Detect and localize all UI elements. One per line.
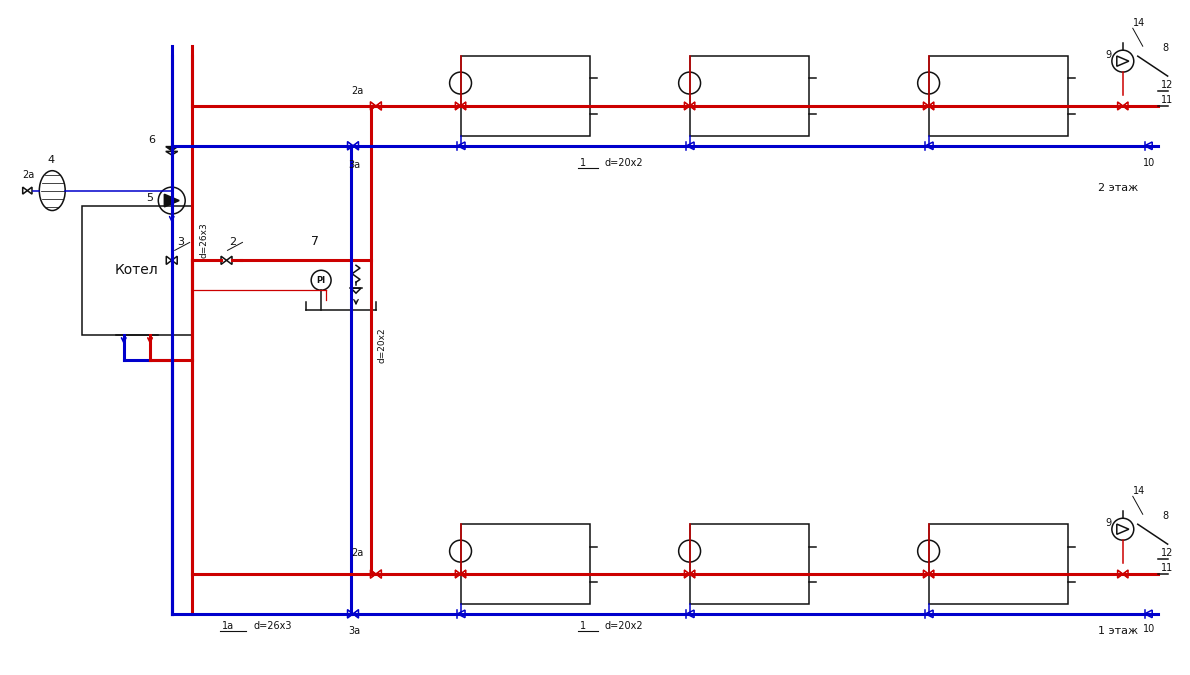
Bar: [928, 56, 1069, 136]
Polygon shape: [164, 194, 180, 207]
Text: d=20x2: d=20x2: [605, 621, 644, 631]
Text: 8: 8: [1163, 511, 1169, 521]
Text: 11: 11: [1160, 563, 1173, 573]
Text: 4: 4: [48, 155, 55, 165]
Text: d=26x3: d=26x3: [253, 621, 292, 631]
Bar: [928, 524, 1069, 604]
Text: 12: 12: [1160, 548, 1173, 558]
Text: 2: 2: [230, 238, 237, 247]
Bar: [690, 524, 809, 604]
Text: 2а: 2а: [351, 548, 363, 558]
Text: PI: PI: [317, 275, 326, 285]
Text: 14: 14: [1133, 487, 1145, 496]
Bar: [461, 524, 590, 604]
Text: 3а: 3а: [347, 160, 361, 169]
Text: 10: 10: [1142, 624, 1155, 634]
Bar: [82, 206, 192, 335]
Text: 3а: 3а: [347, 626, 361, 636]
Text: 3: 3: [177, 238, 183, 247]
Text: 1а: 1а: [221, 621, 233, 631]
Bar: [461, 56, 590, 136]
Text: d=26x3: d=26x3: [200, 223, 208, 259]
Text: 2а: 2а: [23, 169, 35, 180]
Text: d=20x2: d=20x2: [378, 327, 387, 362]
Text: 6: 6: [149, 135, 156, 145]
Bar: [690, 56, 809, 136]
Polygon shape: [165, 146, 177, 151]
Text: 7: 7: [311, 236, 319, 248]
Text: d=20x2: d=20x2: [605, 158, 644, 167]
Text: 8: 8: [1163, 43, 1169, 53]
Text: 1 этаж: 1 этаж: [1098, 626, 1138, 636]
Text: 2 этаж: 2 этаж: [1098, 183, 1138, 192]
Text: 9: 9: [1104, 518, 1111, 529]
Text: Котел: Котел: [115, 263, 158, 277]
Text: 1: 1: [580, 158, 587, 167]
Text: 5: 5: [146, 192, 154, 202]
Text: 12: 12: [1160, 80, 1173, 90]
Text: 11: 11: [1160, 95, 1173, 105]
Text: 10: 10: [1142, 158, 1155, 167]
Text: 1: 1: [580, 621, 587, 631]
Text: 14: 14: [1133, 18, 1145, 28]
Text: 2а: 2а: [351, 86, 363, 96]
Text: 9: 9: [1104, 50, 1111, 60]
